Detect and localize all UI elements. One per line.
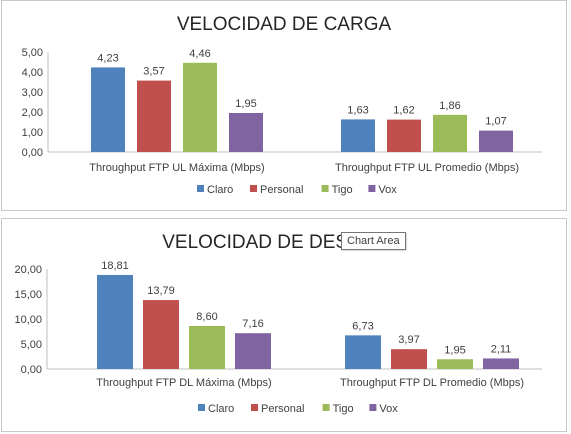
upload-legend-swatch-vox	[368, 185, 376, 192]
download-ytick-label: 20,00	[14, 264, 42, 276]
download-bar-vox-2	[483, 358, 519, 369]
chart-area-tooltip: Chart Area	[341, 232, 406, 250]
upload-ytick-label: 2,00	[22, 107, 43, 119]
upload-legend-swatch-personal	[250, 185, 257, 192]
download-legend-label-vox: Vox	[379, 403, 398, 415]
upload-legend-label-personal: Personal	[260, 184, 303, 196]
upload-legend-label-tigo: Tigo	[332, 184, 353, 196]
download-data-label: 8,60	[196, 311, 217, 323]
upload-data-label: 1,62	[393, 105, 414, 117]
chart-download[interactable]: VELOCIDAD DE DESC 0,00 5,00 10,00 15,00 20,00…	[1, 218, 567, 432]
download-legend-swatch-claro	[198, 404, 205, 411]
upload-ytick-label: 4,00	[22, 67, 43, 79]
upload-category-label: Throughput FTP UL Máxima (Mbps)	[89, 162, 264, 174]
download-legend-label-personal: Personal	[261, 403, 304, 415]
upload-category-label: Throughput FTP UL Promedio (Mbps)	[335, 162, 519, 174]
download-legend-label-tigo: Tigo	[333, 403, 354, 415]
upload-data-label: 1,86	[439, 100, 460, 112]
download-ytick-label: 15,00	[14, 289, 42, 301]
download-ytick-label: 0,00	[21, 364, 42, 376]
chart-upload[interactable]: VELOCIDAD DE CARGA 0,00 1,00 2,00 3,00 4,00 5,…	[1, 0, 567, 211]
download-chart-svg: VELOCIDAD DE DESC 0,00 5,00 10,00 15,00 20,00…	[14, 232, 542, 415]
upload-legend-swatch-claro	[197, 185, 204, 192]
download-data-label: 6,73	[352, 320, 373, 332]
download-bar-claro-1	[97, 274, 133, 369]
upload-bar-tigo-1	[183, 62, 217, 152]
download-bar-claro-2	[345, 335, 381, 369]
download-data-label: 2,11	[491, 343, 512, 355]
download-bar-personal-1	[143, 300, 179, 369]
download-legend-swatch-vox	[369, 404, 377, 411]
download-category-label: Throughput FTP DL Promedio (Mbps)	[340, 377, 524, 389]
upload-bar-personal-2	[387, 119, 421, 152]
upload-bar-claro-1	[91, 67, 125, 152]
upload-bar-claro-2	[341, 119, 375, 152]
upload-chart-title: VELOCIDAD DE CARGA	[177, 14, 392, 35]
download-data-label: 7,16	[242, 318, 263, 330]
upload-data-label: 4,46	[189, 48, 210, 60]
upload-legend-label-claro: Claro	[207, 184, 233, 196]
download-ytick-label: 10,00	[14, 314, 42, 326]
download-category-label: Throughput FTP DL Máxima (Mbps)	[96, 377, 271, 389]
download-data-label: 18,81	[101, 260, 129, 272]
download-legend-label-claro: Claro	[208, 403, 234, 415]
download-bar-personal-2	[391, 349, 427, 369]
download-bar-tigo-2	[437, 359, 473, 369]
upload-data-label: 1,07	[485, 116, 506, 128]
download-ytick-label: 5,00	[21, 339, 42, 351]
upload-bar-personal-1	[137, 80, 171, 152]
upload-legend-swatch-tigo	[321, 185, 329, 192]
upload-data-label: 3,57	[143, 66, 164, 78]
upload-ytick-label: 1,00	[22, 127, 43, 139]
upload-data-label: 1,63	[347, 104, 368, 116]
upload-legend-label-vox: Vox	[378, 184, 397, 196]
upload-bar-vox-1	[229, 113, 263, 152]
upload-bar-vox-2	[479, 130, 513, 152]
download-chart-title: VELOCIDAD DE DESC	[162, 232, 362, 253]
upload-data-label: 1,95	[235, 98, 256, 110]
upload-chart-svg: VELOCIDAD DE CARGA 0,00 1,00 2,00 3,00 4,00 5,…	[22, 14, 542, 196]
upload-ytick-label: 5,00	[22, 47, 43, 59]
download-legend-swatch-tigo	[322, 404, 330, 411]
download-data-label: 3,97	[398, 334, 419, 346]
upload-ytick-label: 3,00	[22, 87, 43, 99]
download-data-label: 13,79	[147, 285, 175, 297]
upload-data-label: 4,23	[97, 52, 118, 64]
upload-ytick-label: 0,00	[22, 147, 43, 159]
download-data-label: 1,95	[444, 344, 465, 356]
download-bar-vox-1	[235, 333, 271, 369]
download-legend-swatch-personal	[251, 404, 258, 411]
download-bar-tigo-1	[189, 326, 225, 369]
upload-bar-tigo-2	[433, 114, 467, 152]
